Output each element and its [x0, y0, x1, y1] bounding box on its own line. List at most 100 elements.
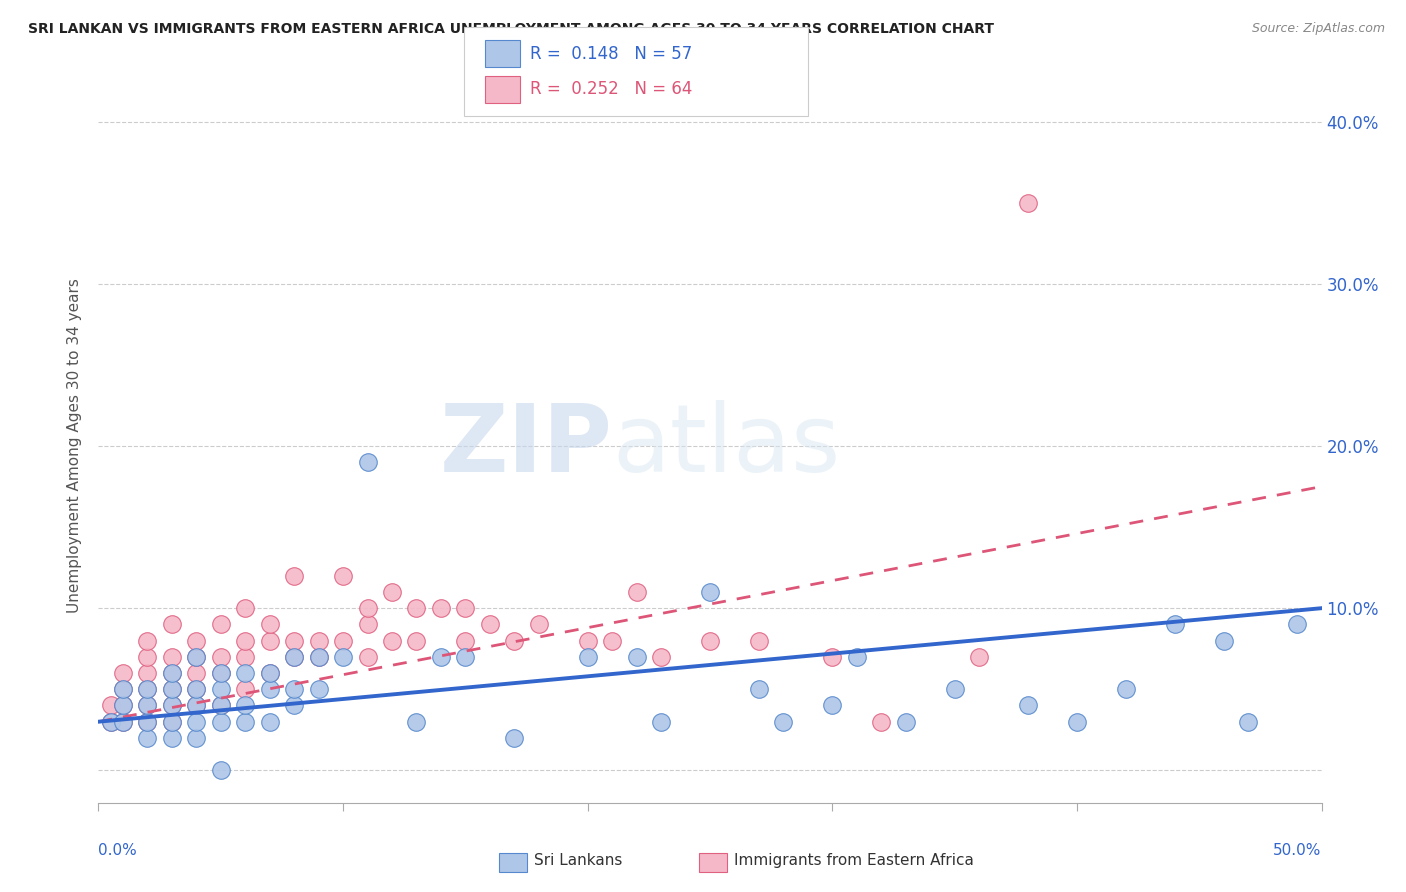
Point: [870, 714, 893, 729]
Point: [160, 666, 183, 681]
Point: [111, 682, 134, 697]
Point: [160, 649, 183, 664]
Point: [894, 714, 917, 729]
Point: [100, 698, 122, 713]
Point: [308, 682, 330, 697]
Point: [503, 633, 526, 648]
Point: [356, 649, 378, 664]
Point: [111, 698, 134, 713]
Point: [1066, 714, 1088, 729]
Point: [233, 698, 256, 713]
Point: [430, 601, 453, 615]
Point: [283, 698, 305, 713]
Point: [454, 649, 477, 664]
Point: [186, 714, 208, 729]
Point: [650, 714, 672, 729]
Point: [356, 617, 378, 632]
Point: [1164, 617, 1187, 632]
Point: [209, 666, 232, 681]
Point: [259, 682, 281, 697]
Point: [136, 731, 159, 745]
Point: [308, 649, 330, 664]
Point: [160, 682, 183, 697]
Text: R =  0.252   N = 64: R = 0.252 N = 64: [530, 80, 692, 98]
Point: [283, 649, 305, 664]
Point: [160, 714, 183, 729]
Point: [650, 649, 672, 664]
Point: [1017, 195, 1039, 210]
Point: [576, 649, 599, 664]
Point: [209, 764, 232, 778]
Point: [209, 714, 232, 729]
Point: [186, 666, 208, 681]
Point: [1286, 617, 1309, 632]
Point: [283, 568, 305, 582]
Point: [308, 649, 330, 664]
Point: [209, 649, 232, 664]
Point: [209, 698, 232, 713]
Point: [136, 682, 159, 697]
Point: [503, 731, 526, 745]
Point: [209, 617, 232, 632]
Point: [186, 698, 208, 713]
Point: [160, 731, 183, 745]
Point: [381, 633, 404, 648]
Point: [405, 714, 427, 729]
Text: Immigrants from Eastern Africa: Immigrants from Eastern Africa: [734, 854, 974, 868]
Point: [405, 633, 427, 648]
Point: [1237, 714, 1260, 729]
Point: [136, 714, 159, 729]
Text: ZIP: ZIP: [439, 400, 612, 492]
Point: [356, 601, 378, 615]
Point: [626, 649, 648, 664]
Point: [576, 633, 599, 648]
Point: [111, 666, 134, 681]
Point: [478, 617, 501, 632]
Point: [186, 649, 208, 664]
Point: [209, 682, 232, 697]
Point: [111, 714, 134, 729]
Point: [186, 649, 208, 664]
Point: [136, 666, 159, 681]
Text: atlas: atlas: [612, 400, 841, 492]
Point: [186, 698, 208, 713]
Point: [600, 633, 623, 648]
Point: [381, 585, 404, 599]
Point: [1212, 633, 1234, 648]
Point: [160, 698, 183, 713]
Point: [186, 682, 208, 697]
Point: [100, 714, 122, 729]
Point: [209, 666, 232, 681]
Point: [233, 682, 256, 697]
Point: [111, 714, 134, 729]
Point: [356, 455, 378, 469]
Point: [283, 633, 305, 648]
Point: [259, 633, 281, 648]
Text: R =  0.148   N = 57: R = 0.148 N = 57: [530, 45, 692, 62]
Point: [136, 682, 159, 697]
Point: [626, 585, 648, 599]
Point: [283, 649, 305, 664]
Point: [100, 714, 122, 729]
Point: [186, 633, 208, 648]
Point: [160, 698, 183, 713]
Point: [136, 698, 159, 713]
Point: [699, 585, 721, 599]
Point: [111, 698, 134, 713]
Point: [233, 633, 256, 648]
Text: 0.0%: 0.0%: [98, 843, 138, 858]
Point: [772, 714, 794, 729]
Point: [160, 666, 183, 681]
Point: [748, 633, 770, 648]
Point: [332, 633, 354, 648]
Point: [699, 633, 721, 648]
Point: [259, 666, 281, 681]
Y-axis label: Unemployment Among Ages 30 to 34 years: Unemployment Among Ages 30 to 34 years: [67, 278, 83, 614]
Point: [186, 731, 208, 745]
Point: [233, 666, 256, 681]
Point: [943, 682, 966, 697]
Point: [160, 682, 183, 697]
Point: [1017, 698, 1039, 713]
Point: [259, 617, 281, 632]
Point: [527, 617, 550, 632]
